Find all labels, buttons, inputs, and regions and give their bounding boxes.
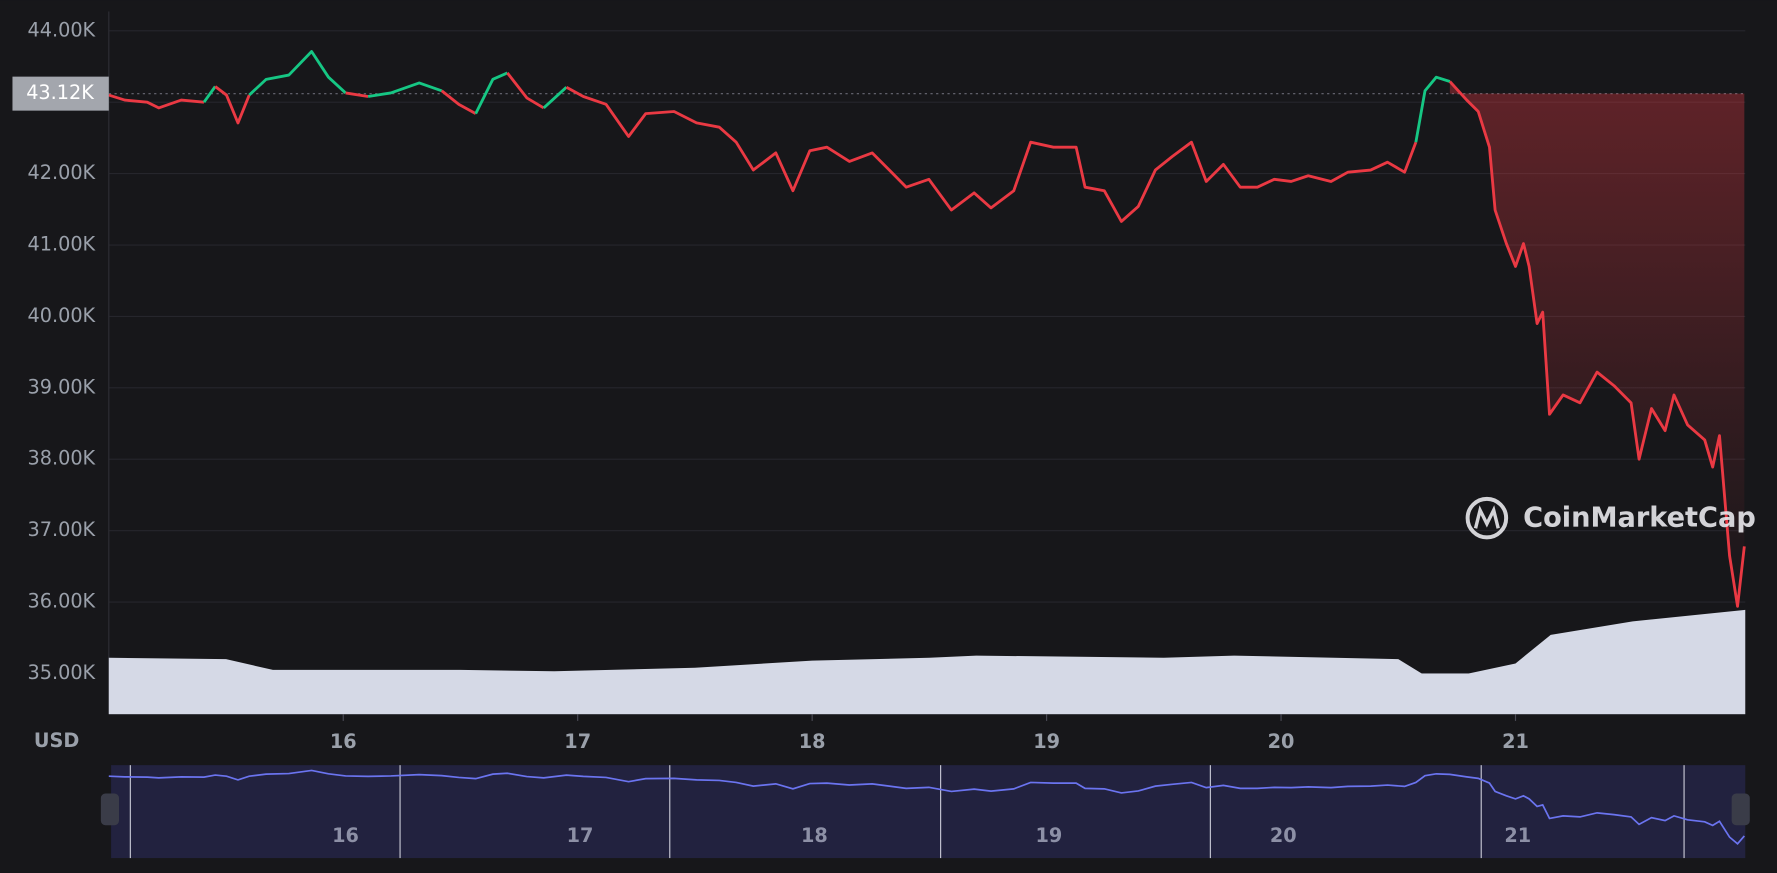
price-line-down (345, 91, 369, 98)
watermark-logo (1465, 496, 1509, 540)
price-line-down (214, 85, 251, 125)
x-tick-label: 17 (564, 730, 591, 753)
price-line-up (1414, 75, 1451, 143)
labels: 35.00K 36.00K 37.00K 38.00K 39.00K 40.00K 41.0… (12, 18, 1529, 753)
y-tick-label: 41.00K (27, 233, 96, 256)
price-line-down (506, 72, 545, 110)
x-tick-label: 18 (799, 730, 826, 753)
navigator-tick-label: 19 (1035, 824, 1062, 847)
navigator-window (111, 765, 1746, 859)
watermark-logo-mark (1473, 505, 1500, 529)
navigator-tick-label: 16 (332, 824, 359, 847)
x-tick-label: 16 (330, 730, 357, 753)
price-line-up (248, 50, 347, 97)
y-tick-label: 44.00K (27, 18, 96, 41)
price-line-down (565, 85, 1418, 223)
price-line-up (474, 71, 508, 115)
y-axis-label: USD (34, 729, 79, 752)
y-tick-label: 37.00K (27, 518, 96, 541)
y-tick-label: 38.00K (27, 447, 96, 470)
navigator-series (108, 769, 1745, 846)
watermark-text: CoinMarketCap (1523, 503, 1756, 534)
x-tick-label: 21 (1502, 730, 1529, 753)
price-line-down (108, 93, 205, 110)
price-line-down (440, 89, 477, 115)
price-line-up (367, 81, 443, 98)
navigator-handle-right[interactable] (1731, 793, 1750, 826)
price-line-up (202, 85, 217, 104)
navigator-line: 16 17 18 19 20 21 (108, 769, 1745, 847)
price-line (108, 50, 1746, 608)
current-price-box (12, 76, 109, 111)
grid (108, 11, 1746, 721)
navigator-tick-label: 21 (1504, 824, 1531, 847)
down-area (1449, 81, 1745, 607)
x-tick-label: 20 (1268, 730, 1295, 753)
navigator[interactable]: 16 17 18 19 20 21 (100, 765, 1750, 859)
navigator-tick-label: 18 (801, 824, 828, 847)
navigator-handle-left[interactable] (100, 793, 119, 826)
y-tick-label: 36.00K (27, 590, 96, 613)
volume (108, 609, 1746, 715)
price-line-up (542, 86, 568, 109)
watermark: CoinMarketCap (1465, 496, 1756, 540)
navigator-tick-label: 20 (1270, 824, 1297, 847)
navigator-tick-label: 17 (567, 824, 594, 847)
y-tick-label: 35.00K (27, 661, 96, 684)
current-price-label: 43.12K (26, 81, 95, 104)
volume-area (108, 609, 1746, 715)
x-tick-label: 19 (1033, 730, 1060, 753)
price-line-down (1448, 80, 1746, 608)
y-tick-label: 40.00K (27, 304, 96, 327)
navigator-dividers (129, 765, 1685, 859)
y-tick-label: 39.00K (27, 375, 96, 398)
y-tick-label: 42.00K (27, 161, 96, 184)
